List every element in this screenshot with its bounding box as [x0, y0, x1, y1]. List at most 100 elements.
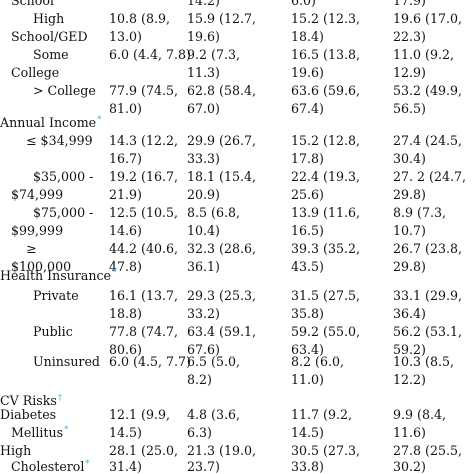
- table-cell: 43.5): [291, 259, 324, 274]
- table-cell: 29.8): [393, 259, 426, 274]
- table-cell: 30.2): [393, 459, 426, 474]
- table-cell: 12.5 (10.5,: [109, 205, 179, 220]
- table-cell: 18.1 (15.4,: [187, 169, 257, 184]
- table-cell: 31.5 (27.5,: [291, 288, 361, 303]
- table-cell: 13.0): [109, 29, 142, 44]
- table-cell: 16.5 (13.8,: [291, 47, 361, 62]
- table-cell: 10.4): [187, 223, 220, 238]
- table-cell: 15.2 (12.3,: [291, 11, 361, 26]
- table-cell: 62.8 (58.4,: [187, 83, 257, 98]
- table-cell: 59.2 (55.0,: [291, 324, 361, 339]
- table-cell: 17.8): [291, 151, 324, 166]
- table-cell: 10.3 (8.5,: [393, 354, 454, 369]
- table-cell: 63.4): [291, 342, 324, 357]
- table-cell: 6.0): [291, 0, 316, 8]
- table-cell: 80.6): [109, 342, 142, 357]
- table-cell: 14.5): [109, 425, 142, 440]
- table-cell: 4.8 (3.6,: [187, 407, 240, 422]
- table-cell: 13.9 (11.6,: [291, 205, 361, 220]
- row-label: Some: [33, 47, 69, 62]
- table-cell: 8.2): [187, 372, 212, 387]
- table-cell: 11.7 (9.2,: [291, 407, 352, 422]
- table-cell: 67.0): [187, 101, 220, 116]
- table-cell: 63.6 (59.6,: [291, 83, 361, 98]
- table-cell: 6.3): [187, 425, 212, 440]
- table-cell: 15.9 (12.7,: [187, 11, 257, 26]
- table-cell: 36.4): [393, 306, 426, 321]
- table-cell: 44.2 (40.6,: [109, 241, 179, 256]
- table-cell: 33.3): [187, 151, 220, 166]
- table-cell: 59.2): [393, 342, 426, 357]
- table-cell: 19.6 (17.0,: [393, 11, 463, 26]
- row-label: $75,000 -: [33, 205, 94, 220]
- table-cell: 53.2 (49.9,: [393, 83, 463, 98]
- footnote-marker: *: [64, 425, 69, 435]
- row-label: $99,999: [11, 223, 64, 238]
- table-cell: 12.1 (9.9,: [109, 407, 170, 422]
- row-label: School: [11, 0, 54, 8]
- table-cell: 15.2 (12.8,: [291, 133, 361, 148]
- footnote-marker: †: [57, 393, 63, 403]
- table-cell: 21.9): [109, 187, 142, 202]
- table-cell: 21.3 (19.0,: [187, 443, 257, 458]
- row-label: $74,999: [11, 187, 64, 202]
- row-label: High: [0, 443, 32, 458]
- table-cell: 6.0 (4.4, 7.8): [109, 47, 191, 62]
- table-cell: 26.7 (23.8,: [393, 241, 463, 256]
- table-cell: 29.9 (26.7,: [187, 133, 257, 148]
- table-cell: 28.1 (25.0,: [109, 443, 179, 458]
- table-cell: 16.1 (13.7,: [109, 288, 179, 303]
- table-cell: 33.1 (29.9,: [393, 288, 463, 303]
- table-cell: 17.9): [393, 0, 426, 8]
- table-cell: 8.5 (6.8,: [187, 205, 240, 220]
- table-cell: 33.2): [187, 306, 220, 321]
- footnote-marker: *: [111, 268, 117, 278]
- footnote-marker: *: [85, 459, 90, 469]
- table-cell: 6.0 (4.5, 7.7): [109, 354, 191, 369]
- table-cell: 11.0): [291, 372, 324, 387]
- table-cell: 47.8): [109, 259, 142, 274]
- table-cell: 16.5): [291, 223, 324, 238]
- table-cell: 18.4): [291, 29, 324, 44]
- table-cell: 25.6): [291, 187, 324, 202]
- row-label: High: [33, 11, 65, 26]
- row-label: Uninsured: [33, 354, 100, 369]
- table-cell: 30.5 (27.3,: [291, 443, 361, 458]
- table-cell: 81.0): [109, 101, 142, 116]
- table-cell: 27.4 (24.5,: [393, 133, 463, 148]
- table-cell: 56.2 (53.1,: [393, 324, 463, 339]
- table-cell: 22.4 (19.3,: [291, 169, 361, 184]
- row-label: ≤ $34,999: [26, 133, 93, 148]
- row-label: Diabetes: [0, 407, 57, 422]
- table-cell: 14.3 (12.2,: [109, 133, 179, 148]
- row-label: Public: [33, 324, 73, 339]
- table-cell: 6.5 (5.0,: [187, 354, 240, 369]
- table-cell: 67.6): [187, 342, 220, 357]
- table-cell: 9.2 (7.3,: [187, 47, 240, 62]
- table-cell: 12.2): [393, 372, 426, 387]
- table-cell: 19.2 (16.7,: [109, 169, 179, 184]
- table-cell: 31.4): [109, 459, 142, 474]
- table-cell: 27. 2 (24.7,: [393, 169, 467, 184]
- table-cell: 19.6): [187, 29, 220, 44]
- table-cell: 77.9 (74.5,: [109, 83, 179, 98]
- table-cell: 11.3): [187, 65, 220, 80]
- table-cell: 22.3): [393, 29, 426, 44]
- table-cell: 56.5): [393, 101, 426, 116]
- table-cell: 63.4 (59.1,: [187, 324, 257, 339]
- table-cell: 14.6): [109, 223, 142, 238]
- table-cell: 16.7): [109, 151, 142, 166]
- table-cell: 32.3 (28.6,: [187, 241, 257, 256]
- row-label: $35,000 -: [33, 169, 94, 184]
- table-cell: 29.3 (25.3,: [187, 288, 257, 303]
- table-cell: 12.9): [393, 65, 426, 80]
- row-label: Private: [33, 288, 79, 303]
- table-cell: 8.9 (7.3,: [393, 205, 446, 220]
- table-cell: 20.9): [187, 187, 220, 202]
- table-cell: 9.9 (8.4,: [393, 407, 446, 422]
- table-cell: 19.6): [291, 65, 324, 80]
- table-cell: 77.8 (74.7,: [109, 324, 179, 339]
- footnote-marker: *: [97, 115, 102, 125]
- table-cell: 10.8 (8.9,: [109, 11, 170, 26]
